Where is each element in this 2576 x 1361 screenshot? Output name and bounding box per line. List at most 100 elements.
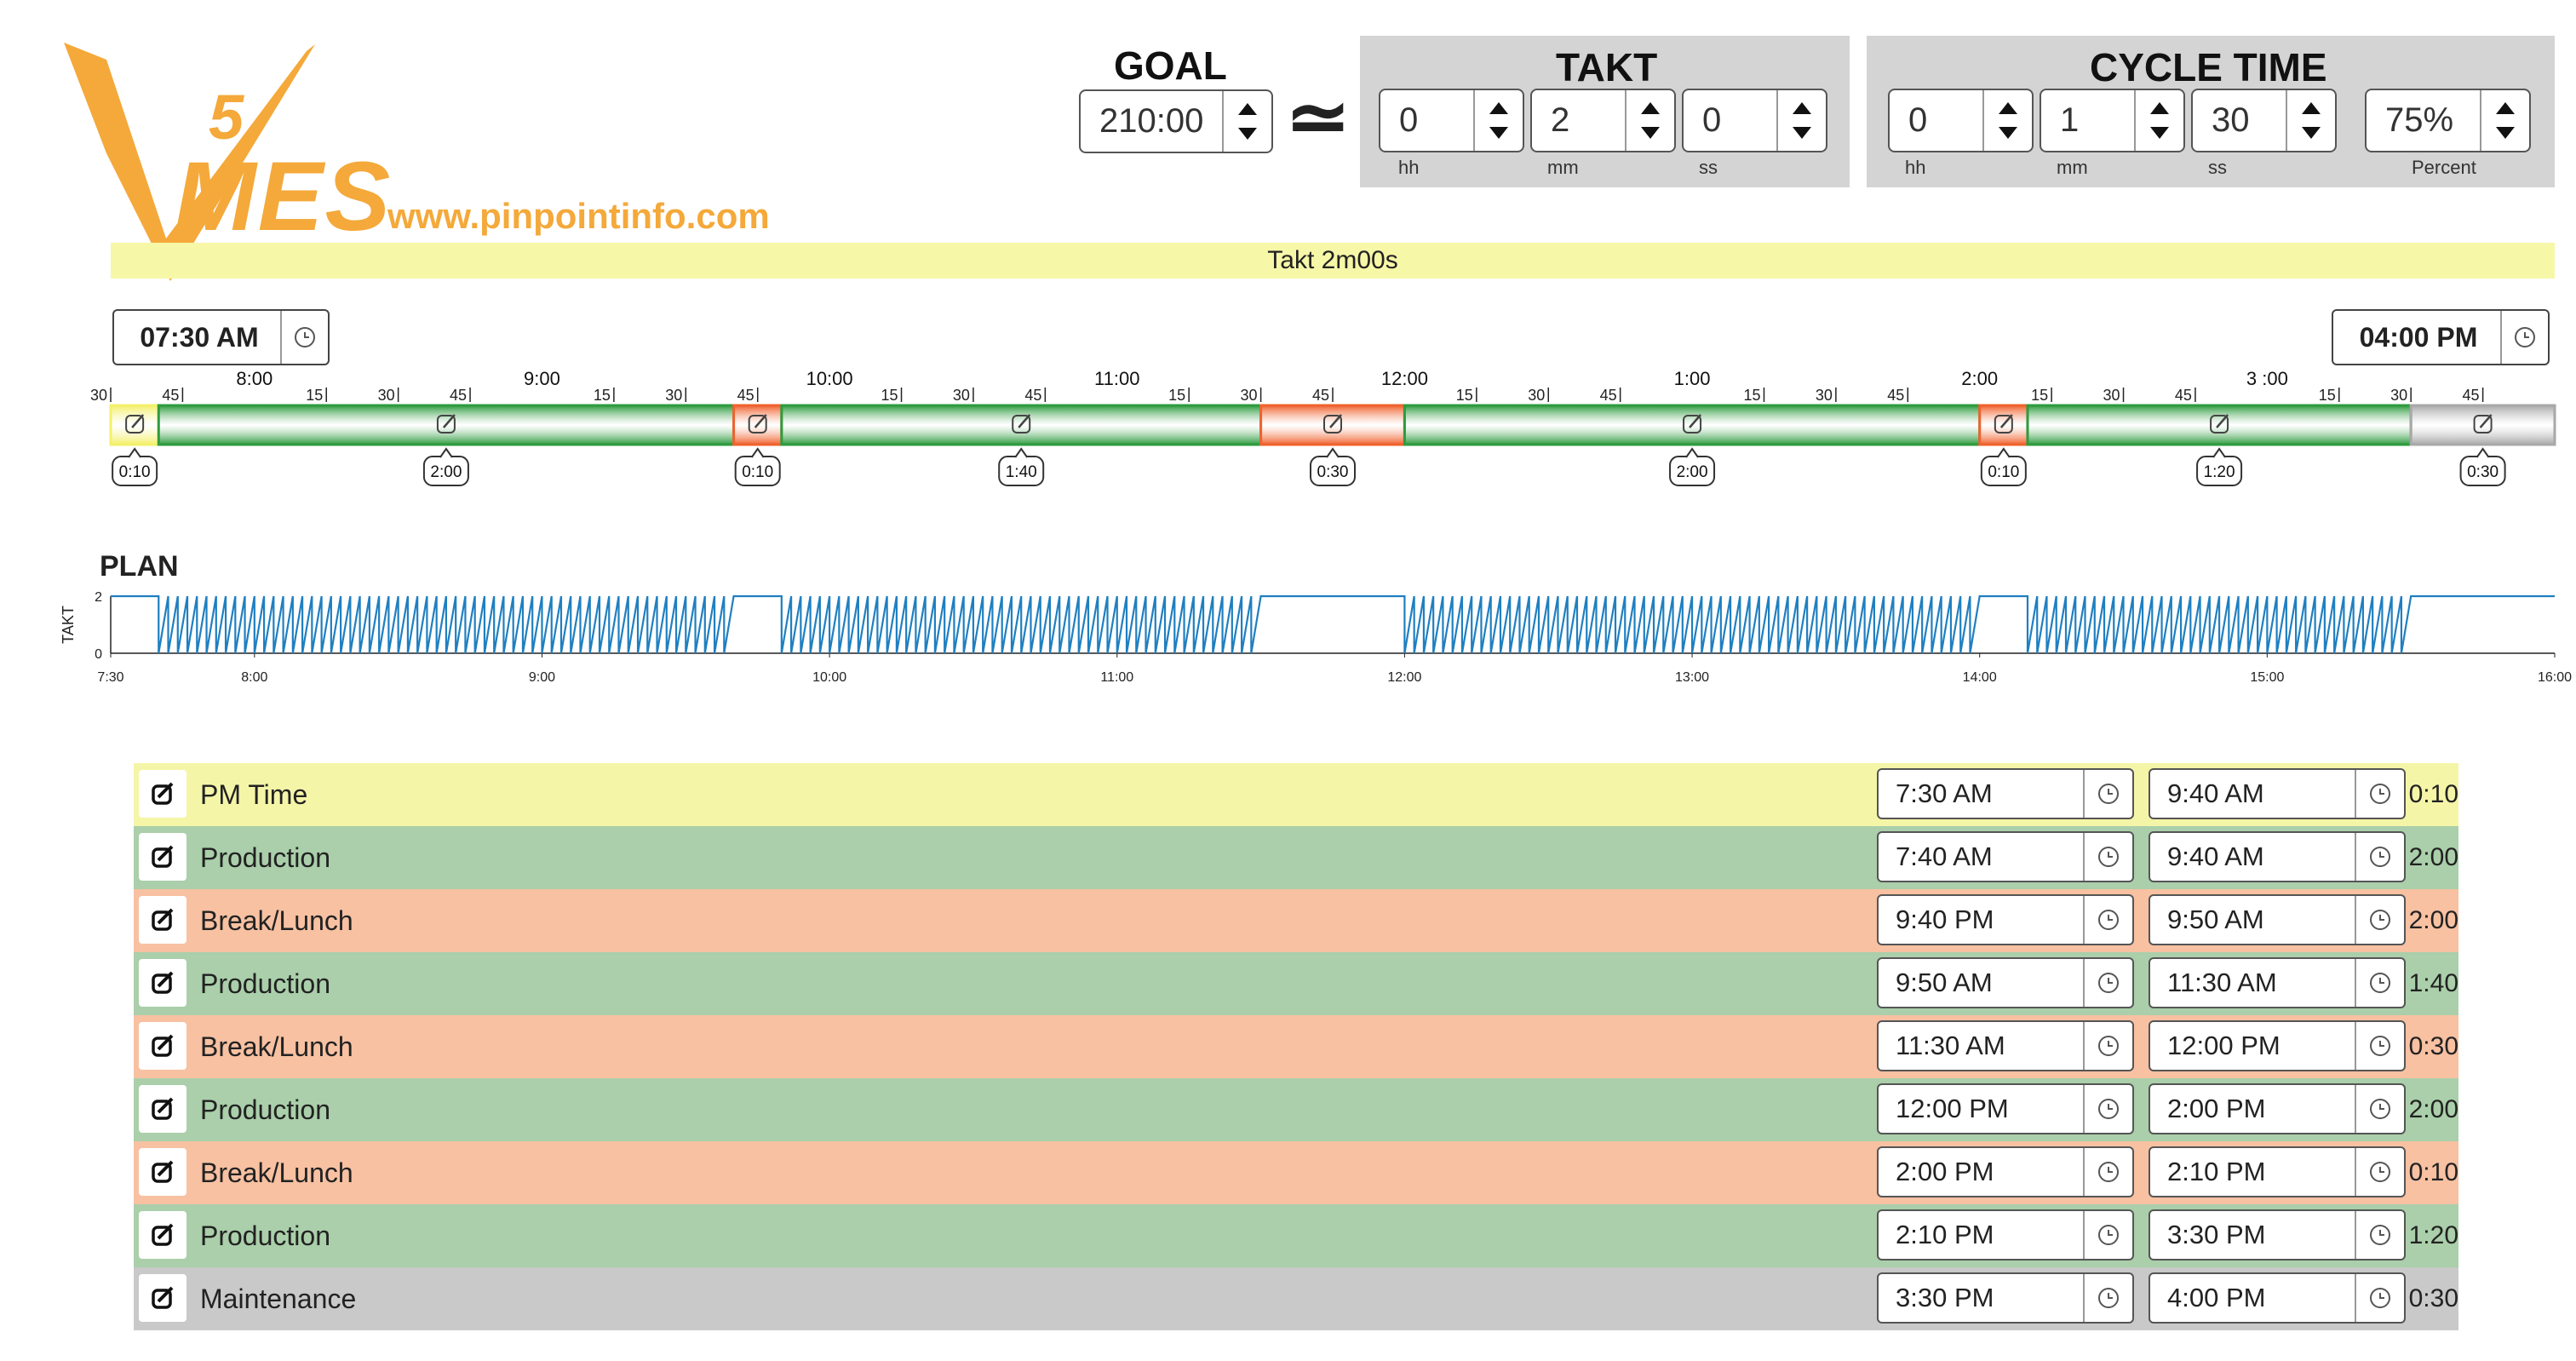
takt-ss-arrows[interactable] (1776, 90, 1826, 151)
end-time-input[interactable]: 4:00 PM (2149, 1272, 2406, 1324)
start-time-input[interactable]: 2:10 PM (1877, 1209, 2134, 1261)
up-arrow-icon[interactable] (1999, 102, 2017, 114)
start-clock-button[interactable] (2083, 833, 2132, 881)
edit-icon[interactable] (1012, 414, 1031, 434)
cycle-mm-spinner[interactable]: 1 (2040, 89, 2185, 152)
edit-row-button[interactable] (139, 959, 186, 1007)
edit-icon[interactable] (748, 414, 767, 434)
down-arrow-icon[interactable] (1489, 127, 1508, 139)
end-clock-button[interactable] (2355, 1274, 2404, 1322)
end-clock-button[interactable] (2355, 896, 2404, 944)
timeline-segment-production[interactable] (2026, 404, 2412, 446)
end-clock-button[interactable] (2355, 770, 2404, 818)
start-time-picker[interactable]: 07:30 AM (112, 309, 330, 365)
start-clock-button[interactable] (2083, 1085, 2132, 1133)
end-clock-button[interactable] (2355, 833, 2404, 881)
start-time-input[interactable]: 7:30 AM (1877, 768, 2134, 819)
start-time-input[interactable]: 9:40 PM (1877, 894, 2134, 945)
edit-row-button[interactable] (139, 1022, 186, 1070)
end-clock-button[interactable] (2355, 1211, 2404, 1259)
timeline-segment-production[interactable] (780, 404, 1263, 446)
up-arrow-icon[interactable] (1489, 102, 1508, 114)
edit-row-button[interactable] (139, 833, 186, 881)
start-clock-button[interactable] (2083, 959, 2132, 1007)
end-time-input[interactable]: 12:00 PM (2149, 1020, 2406, 1071)
end-time-input[interactable]: 9:40 AM (2149, 831, 2406, 882)
cycle-percent-spinner[interactable]: 75% (2365, 89, 2531, 152)
takt-hh-spinner[interactable]: 0 (1379, 89, 1524, 152)
timeline-segment-pm[interactable] (109, 404, 160, 446)
takt-mm-spinner[interactable]: 2 (1530, 89, 1676, 152)
start-time-input[interactable]: 3:30 PM (1877, 1272, 2134, 1324)
up-arrow-icon[interactable] (2496, 102, 2515, 114)
end-time-input[interactable]: 2:10 PM (2149, 1146, 2406, 1197)
up-arrow-icon[interactable] (1238, 103, 1257, 115)
down-arrow-icon[interactable] (1238, 128, 1257, 140)
shift-timeline[interactable]: 30 45 15 30 45 15 30 45 15 30 45 15 30 45 15 30 45 15 30 45… (0, 366, 2576, 502)
edit-icon[interactable] (2473, 414, 2493, 434)
end-clock-button[interactable] (2355, 1148, 2404, 1196)
takt-hh-arrows[interactable] (1473, 90, 1523, 151)
end-clock-button[interactable] (2355, 1022, 2404, 1070)
edit-row-button[interactable] (139, 1148, 186, 1196)
end-time-input[interactable]: 9:40 AM (2149, 768, 2406, 819)
goal-spinner[interactable]: 210:00 (1079, 89, 1273, 153)
cycle-percent-arrows[interactable] (2480, 90, 2529, 151)
down-arrow-icon[interactable] (1793, 127, 1811, 139)
end-time-input[interactable]: 3:30 PM (2149, 1209, 2406, 1261)
goal-stepper-arrows[interactable] (1222, 91, 1271, 152)
start-clock-button[interactable] (2083, 1211, 2132, 1259)
end-time-input[interactable]: 9:50 AM (2149, 894, 2406, 945)
cycle-ss-spinner[interactable]: 30 (2191, 89, 2337, 152)
start-clock-button[interactable] (2083, 896, 2132, 944)
start-clock-button[interactable] (280, 311, 328, 364)
cycle-mm-arrows[interactable] (2134, 90, 2183, 151)
up-arrow-icon[interactable] (2302, 102, 2321, 114)
up-arrow-icon[interactable] (1641, 102, 1660, 114)
down-arrow-icon[interactable] (2496, 127, 2515, 139)
start-time-input[interactable]: 11:30 AM (1877, 1020, 2134, 1071)
timeline-segment-production[interactable] (1403, 404, 1982, 446)
timeline-segment-break[interactable] (732, 404, 783, 446)
start-time-input[interactable]: 2:00 PM (1877, 1146, 2134, 1197)
start-time-input[interactable]: 12:00 PM (1877, 1083, 2134, 1134)
timeline-segment-break[interactable] (1259, 404, 1406, 446)
start-clock-button[interactable] (2083, 1148, 2132, 1196)
edit-row-button[interactable] (139, 1085, 186, 1133)
edit-row-button[interactable] (139, 1274, 186, 1322)
edit-row-button[interactable] (139, 1211, 186, 1259)
down-arrow-icon[interactable] (2150, 127, 2169, 139)
takt-mm-arrows[interactable] (1625, 90, 1674, 151)
edit-icon[interactable] (436, 414, 456, 434)
end-clock-button[interactable] (2355, 959, 2404, 1007)
edit-row-button[interactable] (139, 896, 186, 944)
edit-icon[interactable] (1994, 414, 2013, 434)
end-time-input[interactable]: 11:30 AM (2149, 957, 2406, 1008)
edit-icon[interactable] (2210, 414, 2229, 434)
takt-ss-spinner[interactable]: 0 (1682, 89, 1827, 152)
start-clock-button[interactable] (2083, 1022, 2132, 1070)
start-time-input[interactable]: 9:50 AM (1877, 957, 2134, 1008)
end-clock-button[interactable] (2500, 311, 2548, 364)
edit-icon[interactable] (1323, 414, 1342, 434)
end-clock-button[interactable] (2355, 1085, 2404, 1133)
start-clock-button[interactable] (2083, 770, 2132, 818)
up-arrow-icon[interactable] (2150, 102, 2169, 114)
timeline-segment-maintenance[interactable] (2409, 404, 2556, 446)
cycle-ss-arrows[interactable] (2286, 90, 2335, 151)
down-arrow-icon[interactable] (2302, 127, 2321, 139)
cycle-hh-spinner[interactable]: 0 (1888, 89, 2034, 152)
timeline-segment-production[interactable] (157, 404, 736, 446)
end-time-picker[interactable]: 04:00 PM (2332, 309, 2550, 365)
brand-url[interactable]: www.pinpointinfo.com (387, 196, 770, 236)
timeline-segment-break[interactable] (1978, 404, 2029, 446)
edit-icon[interactable] (1683, 414, 1702, 434)
edit-icon[interactable] (125, 414, 145, 434)
edit-row-button[interactable] (139, 770, 186, 818)
cycle-hh-arrows[interactable] (1982, 90, 2032, 151)
start-clock-button[interactable] (2083, 1274, 2132, 1322)
down-arrow-icon[interactable] (1641, 127, 1660, 139)
down-arrow-icon[interactable] (1999, 127, 2017, 139)
start-time-input[interactable]: 7:40 AM (1877, 831, 2134, 882)
up-arrow-icon[interactable] (1793, 102, 1811, 114)
